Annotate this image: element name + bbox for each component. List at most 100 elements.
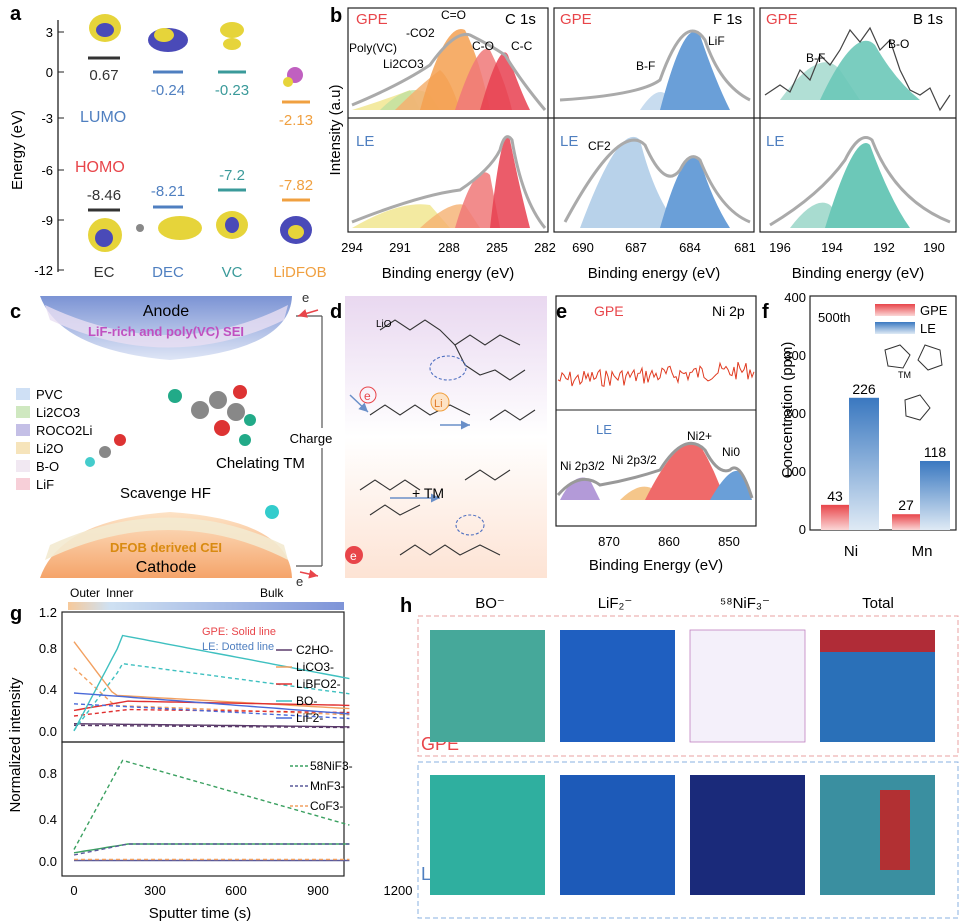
f-legend-swatch-le <box>875 322 915 334</box>
c-legend-li2o: Li2O <box>36 441 63 456</box>
d-li-circle <box>430 392 450 412</box>
c1s-peak-polyvc: Poly(VC) <box>349 41 397 55</box>
d-electron: e <box>364 389 371 403</box>
cei-label: DFOB derived CEI <box>110 540 222 555</box>
g-xlabel: Sputter time (s) <box>149 905 252 922</box>
mol-ec: EC <box>94 264 115 281</box>
g-legend-gpe: GPE: Solid line <box>202 626 276 638</box>
ni2p-xtick: 860 <box>658 534 680 549</box>
panel-label-b: b <box>330 5 342 27</box>
bar-gpe-ni <box>821 504 849 530</box>
region-inner: Inner <box>106 586 133 600</box>
d-electron-circle-bottom <box>345 546 363 564</box>
ni2p-le-plot <box>556 441 754 500</box>
cube-le-lif2 <box>560 775 675 895</box>
ni2p-le-label: LE <box>596 422 612 437</box>
b1s-xtick: 192 <box>873 240 895 255</box>
mol-dec: DEC <box>152 264 184 281</box>
b1s-title: B 1s <box>913 11 943 28</box>
ni2p-xtick: 870 <box>598 534 620 549</box>
orbital-lidfob-lumo <box>283 67 303 87</box>
line-le-3 <box>73 662 350 731</box>
orbital-vc-lumo <box>220 22 244 50</box>
cube-le-nif3 <box>690 775 805 895</box>
electron-arrow-bottom <box>299 569 319 579</box>
d-lio-label: LiO <box>376 319 392 330</box>
c1s-xtick: 288 <box>438 240 460 255</box>
d-arrow <box>349 394 369 413</box>
f1s-le-plot <box>563 136 751 228</box>
panel-label-a: a <box>10 3 22 25</box>
ni2p-peak-ni2: Ni2+ <box>687 429 712 443</box>
d-tm-label: + TM <box>412 485 444 501</box>
g-bottom-ytick: 0.0 <box>39 854 57 869</box>
bar-le-mn <box>920 460 950 530</box>
cube-gpe-lif2 <box>560 630 675 742</box>
charge-label: Charge <box>290 431 333 446</box>
c1s-xlabel: Binding energy (eV) <box>382 265 515 282</box>
f1s-title: F 1s <box>713 11 742 28</box>
f-ytick: 100 <box>784 464 806 479</box>
f-tm-label: TM <box>898 370 911 380</box>
f-ytick: 200 <box>784 406 806 421</box>
orbital-dec-homo <box>136 216 202 240</box>
b-frames <box>347 7 957 233</box>
g-xtick: 900 <box>307 883 329 898</box>
f-legend-gpe: GPE <box>920 303 948 318</box>
f-tm-structure <box>884 344 943 421</box>
c1s-peak-c=o: C=O <box>441 8 466 22</box>
mol-vc: VC <box>222 264 243 281</box>
d-electron-bottom: e <box>350 549 357 563</box>
g-xtick: 600 <box>225 883 247 898</box>
f1s-le-label: LE <box>560 133 578 150</box>
d-reaction-scheme <box>359 319 536 556</box>
h-col-lif2: LiF₂⁻ <box>598 595 633 612</box>
additive-molecule <box>85 385 256 467</box>
c1s-le-plot <box>351 135 547 229</box>
lumo-lidfob: -2.13 <box>279 112 313 129</box>
b1s-peak-bf: B-F <box>806 51 825 65</box>
c-legend-li2co3: Li2CO3 <box>36 405 80 420</box>
f1s-gpe-label: GPE <box>560 11 592 28</box>
f1s-xtick: 681 <box>734 240 756 255</box>
bar-le-ni <box>849 397 879 530</box>
panel-label-d: d <box>330 301 342 323</box>
g-bottom-ytick: 0.8 <box>39 766 57 781</box>
g-legend-item: LiCO3- <box>296 660 334 674</box>
lumo-vc: -0.23 <box>215 82 249 99</box>
h-col-bo: BO⁻ <box>475 595 505 612</box>
cei-layer <box>45 517 288 560</box>
g-bottom-frame <box>61 741 345 877</box>
cathode-label: Cathode <box>136 559 197 576</box>
charge-box <box>286 428 336 448</box>
homo-dec: -8.21 <box>151 183 185 200</box>
b1s-gpe-plot <box>764 26 951 112</box>
g-legend-item: 58NiF3- <box>310 759 353 773</box>
homo-lidfob: -7.82 <box>279 177 313 194</box>
f-cycle: 500th <box>818 310 851 325</box>
f-ylabel: Concentration (ppm) <box>779 342 796 479</box>
lumo-dec: -0.24 <box>151 82 185 99</box>
d-electron-circle <box>359 386 377 404</box>
f-legend-le: LE <box>920 321 936 336</box>
region-outer: Outer <box>70 586 100 600</box>
f1s-xtick: 690 <box>572 240 594 255</box>
b1s-xtick: 190 <box>923 240 945 255</box>
h-col-total: Total <box>862 595 894 612</box>
b1s-le-plot <box>769 136 951 228</box>
f1s-peak-cf2: CF2 <box>588 139 611 153</box>
c1s-le-label: LE <box>356 133 374 150</box>
g-legend-item: LiF2- <box>296 711 323 725</box>
ni2p-peak-1: Ni 2p3/2 <box>560 459 605 473</box>
ni2p-gpe-label: GPE <box>594 303 624 319</box>
c-legend-roco2li: ROCO2Li <box>36 423 92 438</box>
lumo-label: LUMO <box>80 109 126 126</box>
f1s-peak-lif: LiF <box>708 34 725 48</box>
bar-label-gpe-ni: 43 <box>827 488 843 504</box>
lumo-ec: 0.67 <box>89 67 118 84</box>
orbital-dec-lumo <box>148 28 188 52</box>
homo-vc: -7.2 <box>219 167 245 184</box>
line-gpe-0 <box>73 723 350 728</box>
line-le-nif3 <box>73 759 350 850</box>
